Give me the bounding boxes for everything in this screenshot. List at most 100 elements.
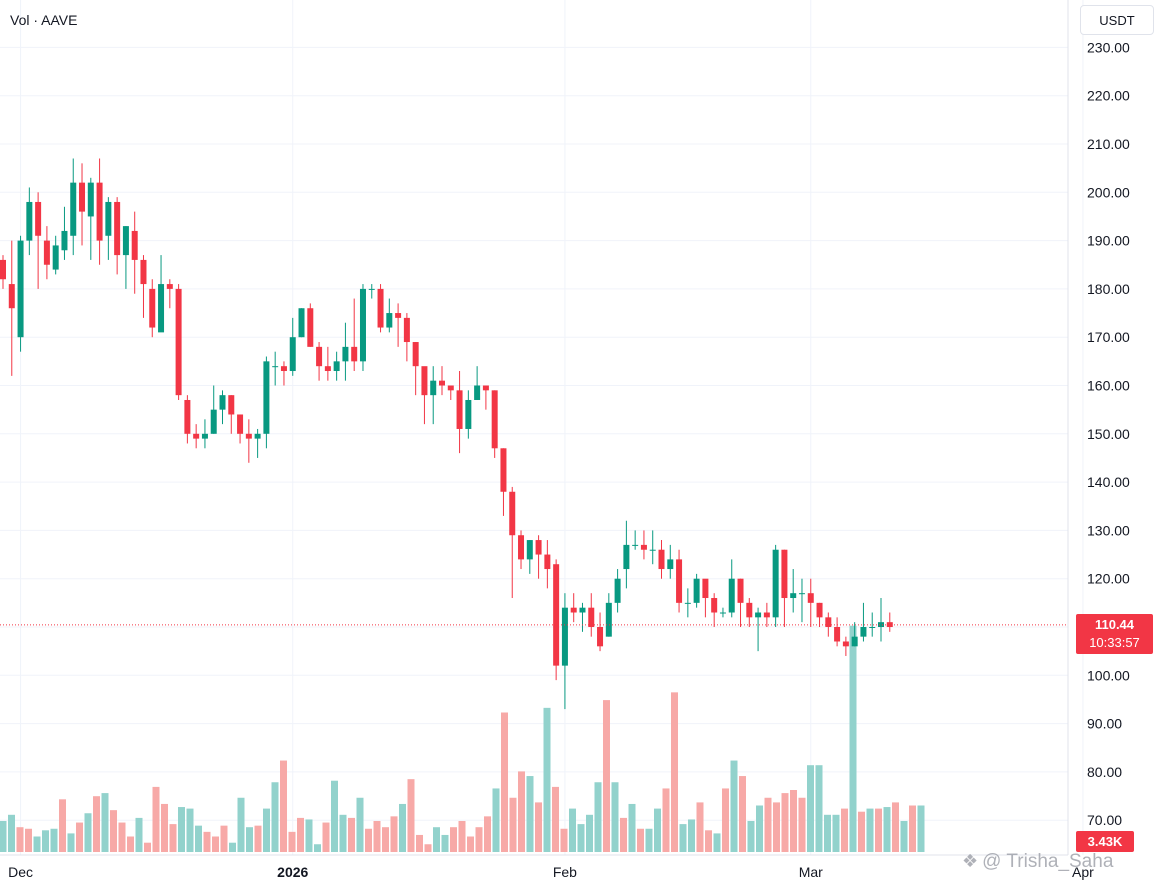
candle-body	[711, 598, 718, 613]
candle	[711, 593, 718, 627]
volume-bar	[450, 827, 457, 852]
candle	[790, 569, 797, 613]
candle	[755, 607, 762, 652]
candle-body	[447, 385, 454, 391]
candle	[70, 158, 77, 256]
volume-bar	[526, 776, 534, 852]
candle	[509, 486, 516, 599]
volume-bar	[841, 808, 848, 852]
candle-body	[359, 288, 366, 362]
candle-body	[535, 540, 542, 555]
volume-bar	[161, 803, 168, 852]
candle	[851, 622, 858, 647]
candle	[649, 530, 656, 565]
candle	[719, 607, 726, 618]
candle	[351, 298, 358, 372]
candle	[52, 235, 59, 275]
candle-body	[122, 226, 129, 256]
candle	[456, 371, 463, 454]
price-tick-label: 140.00	[1087, 474, 1130, 490]
volume-bar	[756, 805, 763, 852]
volume-bar	[858, 811, 865, 852]
candle-body	[649, 549, 656, 551]
volume-bar	[263, 808, 270, 852]
volume-legend[interactable]: Vol · AAVE	[10, 12, 77, 28]
candle-body	[403, 317, 410, 343]
candle-body	[561, 607, 568, 666]
candle-body	[588, 607, 595, 627]
volume-bar	[441, 834, 449, 852]
candle-body	[351, 346, 358, 362]
candle	[280, 361, 287, 386]
candle-body	[886, 622, 893, 627]
candle	[298, 308, 305, 338]
candle	[632, 530, 639, 550]
volume-bar	[67, 833, 75, 852]
candle-body	[570, 607, 577, 613]
candle-body	[254, 433, 261, 439]
candle	[878, 598, 884, 642]
currency-button[interactable]: USDT	[1080, 5, 1154, 35]
candle	[105, 197, 112, 260]
candle	[316, 342, 323, 381]
candle	[816, 602, 823, 627]
candle	[17, 235, 24, 352]
price-tick-label: 200.00	[1087, 184, 1130, 200]
candle-body	[869, 627, 876, 628]
volume-bar	[144, 842, 151, 852]
volume-bar	[118, 822, 126, 852]
candle-body	[456, 390, 463, 429]
candle-body	[289, 337, 296, 372]
volume-bar	[543, 707, 551, 852]
candle-body	[509, 491, 516, 536]
candle-body	[0, 259, 6, 280]
candle-body	[790, 593, 797, 599]
volume-bar	[739, 776, 746, 852]
candle-body	[184, 399, 191, 434]
candle-body	[798, 593, 805, 595]
candle-body	[201, 433, 208, 439]
candle	[263, 356, 270, 449]
candle	[676, 549, 683, 613]
price-tick-label: 210.00	[1087, 136, 1130, 152]
candle-body	[807, 593, 814, 603]
candle	[561, 593, 568, 710]
price-axis[interactable]: 230.00 220.00 210.00 200.00 190.00 180.00 170.…	[1087, 39, 1130, 828]
candle-body	[746, 602, 753, 618]
candle	[140, 255, 147, 318]
candle-body	[474, 385, 481, 400]
watermark-text: @ Trisha_Saha	[982, 851, 1114, 872]
candle-body	[158, 284, 165, 333]
volume-bar	[730, 760, 738, 852]
volume-bar	[798, 797, 806, 852]
candle-body	[684, 602, 691, 604]
candle	[175, 284, 182, 400]
volume-bar	[875, 808, 882, 852]
volume-bar	[416, 834, 423, 852]
time-tick-label: Apr	[1072, 864, 1094, 880]
volume-bar	[195, 825, 202, 852]
tradingview-logo-icon: ❖	[962, 851, 979, 871]
candle	[359, 284, 366, 372]
candle-body	[70, 182, 77, 236]
volume-bar	[594, 782, 602, 852]
candle	[781, 549, 788, 627]
volume-bar	[603, 700, 610, 852]
time-axis[interactable]: Dec 2026 Feb Mar Apr	[8, 864, 1094, 880]
last-price-value: 110.44	[1094, 617, 1135, 632]
candle-body	[280, 366, 287, 372]
candle	[193, 424, 200, 449]
volume-bar	[781, 793, 789, 852]
candle-body	[702, 578, 709, 599]
volume-bar	[645, 828, 653, 852]
volume-bar	[33, 836, 41, 852]
candle-body	[307, 308, 314, 347]
candle-body	[430, 380, 437, 396]
volume-bar	[246, 827, 253, 852]
candle	[122, 226, 129, 289]
price-tick-label: 170.00	[1087, 329, 1130, 345]
candle-body	[500, 448, 507, 492]
candle-body	[96, 182, 103, 241]
candle-body	[87, 182, 94, 217]
